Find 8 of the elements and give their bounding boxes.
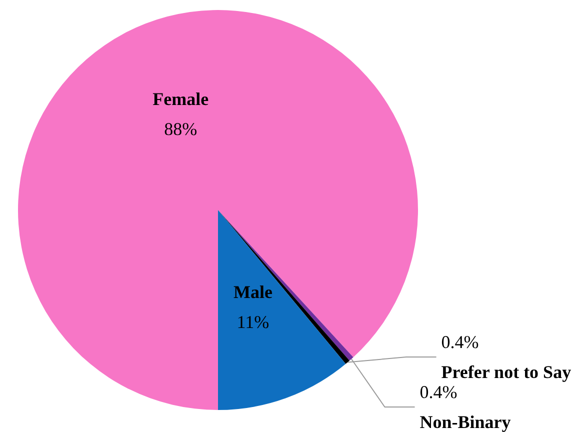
data-label: 0.4% bbox=[441, 332, 479, 352]
slice-label: Male bbox=[233, 282, 272, 302]
slice-label: Prefer not to Say bbox=[441, 362, 572, 382]
data-label: 88% bbox=[164, 119, 198, 140]
data-label: 11% bbox=[236, 312, 270, 332]
slice-label: Female bbox=[152, 89, 209, 110]
slice-label: Non-Binary bbox=[420, 412, 511, 432]
data-label: 0.4% bbox=[420, 382, 458, 402]
